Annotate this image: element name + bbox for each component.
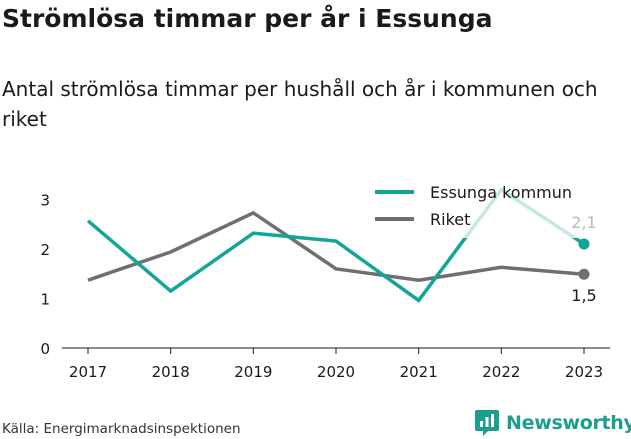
end-point-marker [578,238,590,250]
y-tick-label: 2 [40,241,50,259]
chart-subtitle: Antal strömlösa timmar per hushåll och å… [2,77,598,131]
x-tick-label: 2021 [400,363,438,381]
end-value-label: 1,5 [571,286,596,305]
x-tick-label: 2018 [152,363,190,381]
brand-logo[interactable]: Newsworthy [474,408,631,438]
end-value-label: 2,1 [571,213,596,232]
x-tick-label: 2017 [69,363,107,381]
x-tick-label: 2020 [317,363,355,381]
x-tick-label: 2022 [482,363,520,381]
legend-label: Essunga kommun [430,183,572,202]
legend-label: Riket [430,210,470,229]
legend-background [366,180,592,238]
chart-title: Strömlösa timmar per år i Essunga [2,4,493,33]
x-tick-label: 2019 [234,363,272,381]
y-tick-label: 1 [40,291,50,309]
legend: Essunga kommun Riket [366,180,592,238]
newsworthy-logo-icon [475,410,499,436]
y-tick-label: 3 [40,192,50,210]
y-tick-label: 0 [40,340,50,358]
brand-name: Newsworthy [506,412,631,434]
source-note: Källa: Energimarknadsinspektionen [2,421,241,437]
end-point-marker [578,268,590,280]
series-line [87,210,585,282]
x-tick-label: 2023 [565,363,603,381]
